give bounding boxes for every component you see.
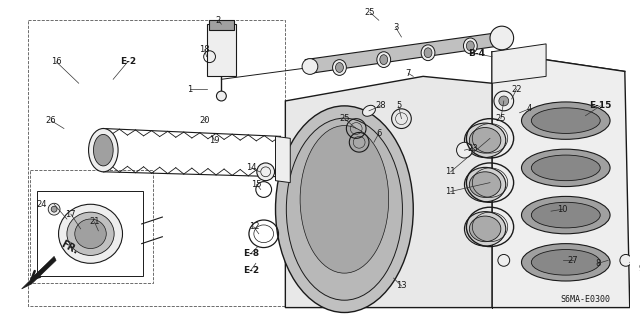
Ellipse shape: [531, 108, 600, 133]
Ellipse shape: [469, 128, 501, 153]
Circle shape: [456, 142, 472, 158]
Ellipse shape: [531, 249, 600, 275]
Polygon shape: [285, 76, 492, 308]
Ellipse shape: [522, 244, 610, 281]
Text: 5: 5: [396, 101, 401, 110]
Ellipse shape: [380, 55, 388, 64]
Text: 1: 1: [188, 85, 193, 94]
Text: 4: 4: [527, 104, 532, 113]
Text: S6MA-E0300: S6MA-E0300: [561, 295, 611, 304]
Polygon shape: [492, 44, 546, 83]
Text: 18: 18: [199, 45, 210, 54]
Text: 14: 14: [246, 163, 256, 172]
Polygon shape: [207, 24, 236, 76]
Ellipse shape: [469, 172, 501, 197]
Text: 12: 12: [248, 222, 259, 231]
Polygon shape: [209, 20, 234, 30]
Circle shape: [490, 26, 514, 50]
Text: 21: 21: [89, 218, 100, 226]
Ellipse shape: [362, 105, 376, 116]
Ellipse shape: [424, 48, 432, 58]
Text: 2: 2: [216, 16, 221, 25]
Ellipse shape: [275, 106, 413, 313]
Ellipse shape: [335, 63, 344, 72]
Text: 9: 9: [639, 264, 640, 273]
Circle shape: [302, 59, 318, 74]
Text: 10: 10: [557, 205, 568, 214]
Circle shape: [499, 96, 509, 106]
Ellipse shape: [75, 219, 106, 249]
Ellipse shape: [465, 123, 506, 158]
Text: 8: 8: [596, 259, 601, 268]
Ellipse shape: [67, 212, 114, 256]
Ellipse shape: [377, 52, 390, 68]
Text: 11: 11: [445, 167, 456, 176]
Polygon shape: [492, 52, 630, 308]
Text: 25: 25: [339, 114, 349, 123]
Text: 24: 24: [36, 200, 47, 209]
Circle shape: [48, 203, 60, 215]
Text: 3: 3: [393, 23, 398, 32]
Circle shape: [498, 255, 509, 266]
Ellipse shape: [522, 102, 610, 139]
Text: 6: 6: [376, 129, 381, 138]
Ellipse shape: [531, 155, 600, 181]
Text: 19: 19: [209, 136, 220, 145]
Text: E-8: E-8: [243, 249, 259, 258]
Ellipse shape: [93, 134, 113, 166]
Circle shape: [620, 255, 632, 266]
Circle shape: [216, 91, 227, 101]
Text: 25: 25: [495, 114, 506, 123]
Ellipse shape: [300, 126, 388, 273]
Circle shape: [494, 91, 514, 111]
Ellipse shape: [531, 202, 600, 228]
Text: 15: 15: [252, 180, 262, 189]
Ellipse shape: [421, 45, 435, 61]
Text: 25: 25: [365, 8, 375, 17]
Ellipse shape: [522, 197, 610, 234]
Text: 13: 13: [396, 281, 407, 290]
Text: 27: 27: [567, 256, 578, 265]
Text: E-2: E-2: [243, 266, 259, 275]
Text: 7: 7: [406, 69, 411, 78]
Text: B-4: B-4: [468, 49, 484, 58]
Ellipse shape: [465, 167, 506, 202]
Ellipse shape: [88, 129, 118, 172]
Ellipse shape: [467, 41, 474, 51]
Ellipse shape: [333, 60, 346, 75]
Ellipse shape: [286, 118, 403, 300]
Text: 23: 23: [467, 144, 477, 153]
Ellipse shape: [465, 211, 506, 246]
Text: 26: 26: [46, 116, 56, 125]
Circle shape: [257, 163, 275, 181]
Ellipse shape: [463, 38, 477, 54]
Polygon shape: [22, 256, 56, 289]
Text: 28: 28: [376, 101, 386, 110]
Text: 22: 22: [511, 85, 522, 94]
Polygon shape: [305, 32, 507, 73]
Text: 11: 11: [445, 187, 456, 196]
Ellipse shape: [469, 216, 501, 242]
Ellipse shape: [58, 204, 122, 263]
Text: FR.: FR.: [59, 239, 79, 256]
Text: E-15: E-15: [589, 101, 611, 110]
Text: 20: 20: [200, 116, 210, 125]
Circle shape: [51, 206, 57, 212]
Ellipse shape: [522, 149, 610, 187]
Text: E-2: E-2: [120, 57, 136, 66]
Polygon shape: [275, 137, 291, 182]
Text: 16: 16: [51, 57, 61, 66]
Text: 17: 17: [65, 210, 76, 219]
